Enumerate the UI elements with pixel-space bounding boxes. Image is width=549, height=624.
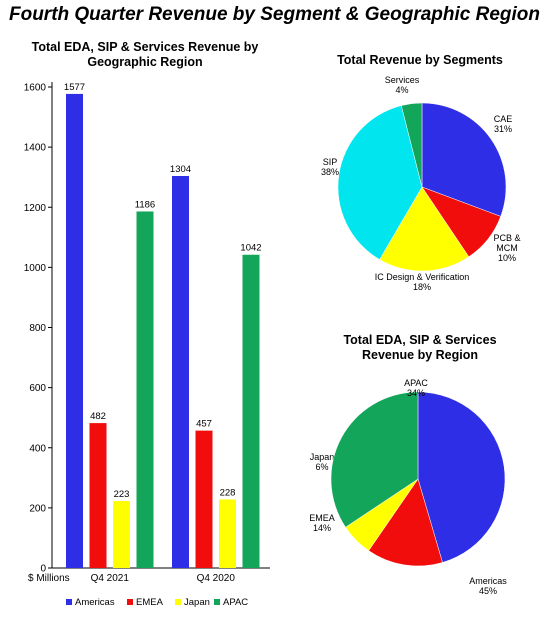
bar-value-label: 1042 bbox=[240, 243, 261, 254]
pie-label-pcb-mcm: PCB & MCM 10% bbox=[493, 233, 520, 263]
y-tick-label: 200 bbox=[29, 503, 46, 514]
legend-swatch-apac bbox=[214, 599, 220, 605]
region-pie-title: Total EDA, SIP & Services Revenue by Reg… bbox=[305, 333, 535, 363]
bar-chart-title-line2: Geographic Region bbox=[87, 55, 203, 69]
pie-label-japan: Japan 6% bbox=[310, 452, 335, 472]
segments-pie-chart: CAE 31% PCB & MCM 10% IC Design & Verificatio… bbox=[321, 75, 521, 292]
bar-value-label: 228 bbox=[220, 487, 236, 498]
legend-swatch-japan bbox=[175, 599, 181, 605]
legend-swatch-emea bbox=[127, 599, 133, 605]
bar-value-label: 482 bbox=[90, 411, 106, 422]
y-tick-label: 1400 bbox=[24, 143, 47, 154]
pie-label-ic-design: IC Design & Verification 18% bbox=[375, 272, 470, 292]
pie-slice-services bbox=[401, 102, 423, 188]
y-tick-label: 1200 bbox=[24, 203, 47, 214]
y-tick-label: 1000 bbox=[24, 263, 47, 274]
y-tick-label: 400 bbox=[29, 443, 46, 454]
bar-emea-q4-2021 bbox=[89, 423, 107, 568]
legend-label-japan: Japan bbox=[184, 597, 210, 608]
y-tick-label: 800 bbox=[29, 323, 46, 334]
region-pie-chart: Americas 45% EMEA 14% Japan 6% APAC 34% bbox=[309, 378, 507, 596]
pie-label-emea: EMEA 14% bbox=[309, 513, 335, 533]
legend-label-americas: Americas bbox=[75, 597, 115, 608]
pie-label-services: Services 4% bbox=[385, 75, 420, 95]
pie-label-apac: APAC 34% bbox=[404, 378, 428, 398]
bar-apac-q4-2020 bbox=[242, 254, 260, 568]
bar-chart: 0 200 400 600 800 1000 1200 1400 1600 $ Millions 1… bbox=[24, 82, 270, 608]
region-pie-title-line2: Revenue by Region bbox=[362, 348, 478, 362]
y-tick-label: 1600 bbox=[24, 83, 47, 94]
segments-pie-title: Total Revenue by Segments bbox=[337, 53, 503, 67]
legend-label-emea: EMEA bbox=[136, 597, 164, 608]
legend-label-apac: APAC bbox=[223, 597, 248, 608]
bar-americas-q4-2020 bbox=[172, 175, 189, 569]
x-tick-label: Q4 2020 bbox=[197, 573, 236, 584]
bar-apac-q4-2021 bbox=[136, 211, 154, 569]
pie-label-sip: SIP 38% bbox=[321, 157, 339, 177]
bar-value-label: 457 bbox=[196, 419, 212, 430]
legend-swatch-americas bbox=[66, 599, 72, 605]
pie-slice-ic-design bbox=[379, 186, 470, 272]
bar-chart-title-line1: Total EDA, SIP & Services Revenue by bbox=[31, 40, 259, 54]
bar-emea-q4-2020 bbox=[195, 430, 213, 568]
bar-americas-q4-2021 bbox=[66, 93, 83, 569]
y-tick-label: 600 bbox=[29, 383, 46, 394]
pie-slice-americas bbox=[417, 391, 506, 563]
region-pie-title-line1: Total EDA, SIP & Services bbox=[343, 333, 497, 347]
y-tick-label: 0 bbox=[40, 564, 46, 575]
x-tick-label: Q4 2021 bbox=[91, 573, 130, 584]
bar-value-label: 1577 bbox=[64, 82, 85, 93]
bar-japan-q4-2020 bbox=[219, 499, 236, 568]
pie-slice-cae bbox=[421, 102, 507, 217]
pie-slice-sip bbox=[337, 105, 423, 260]
page-title: Fourth Quarter Revenue by Segment & Geog… bbox=[8, 4, 541, 25]
pie-slice-apac bbox=[330, 391, 419, 528]
bar-value-label: 1304 bbox=[170, 164, 191, 175]
y-axis-title: $ Millions bbox=[28, 573, 70, 584]
bar-chart-title: Total EDA, SIP & Services Revenue by Geo… bbox=[20, 40, 270, 70]
pie-label-americas: Americas 45% bbox=[469, 576, 507, 596]
bar-value-label: 223 bbox=[114, 489, 130, 500]
bar-japan-q4-2021 bbox=[113, 500, 130, 568]
pie-label-cae: CAE 31% bbox=[494, 114, 513, 134]
bar-value-label: 1186 bbox=[135, 199, 155, 210]
pie-slice-emea bbox=[368, 478, 443, 567]
